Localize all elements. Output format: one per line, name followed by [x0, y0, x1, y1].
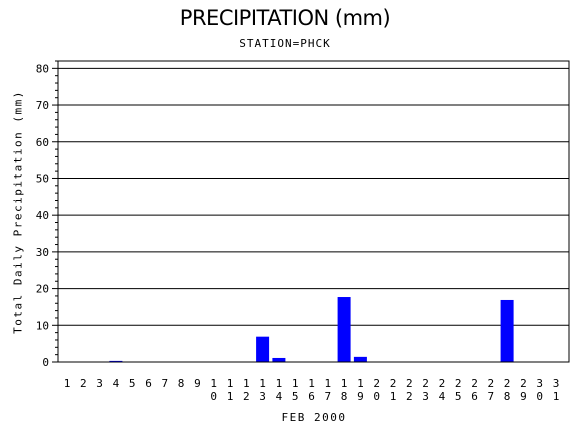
- x-tick-label: 7: [161, 377, 168, 390]
- y-axis-ticks: 0 10 20 30 40 50 60 70 80: [36, 60, 58, 369]
- y-tick-label: 70: [36, 99, 49, 112]
- y-tick-label: 30: [36, 246, 49, 259]
- bar-day-4: [109, 360, 123, 362]
- bar-day-13: [256, 336, 270, 362]
- y-axis-label: Total Daily Precipitation (mm): [11, 90, 25, 334]
- x-tick-label: 2: [80, 377, 87, 390]
- x-axis-ticks: 1 2 3 4 5 6 7 8 9 1 01 11 21 31 41 51 61 71 81 92 02 12 22 32 42…: [64, 377, 560, 403]
- y-tick-label: 40: [36, 209, 49, 222]
- y-tick-label: 10: [36, 319, 49, 332]
- y-tick-label: 80: [36, 62, 49, 75]
- x-tick-label: 4: [113, 377, 120, 390]
- bar-day-18: [337, 297, 351, 362]
- x-axis-label: FEB 2000: [281, 411, 347, 424]
- x-tick-label: 6: [145, 377, 152, 390]
- chart-subtitle: STATION=PHCK: [239, 37, 331, 50]
- y-tick-label: 0: [42, 356, 49, 369]
- x-tick-label: 9: [194, 377, 201, 390]
- y-tick-label: 50: [36, 172, 49, 185]
- bar-day-28: [500, 299, 514, 362]
- chart-title: PRECIPITATION (mm): [179, 6, 391, 30]
- grid-lines: [58, 67, 569, 326]
- x-tick-label: 8: [178, 377, 185, 390]
- plot-frame: [57, 60, 570, 363]
- bar-day-14: [272, 357, 286, 362]
- bar-day-19: [353, 356, 367, 362]
- y-tick-label: 20: [36, 283, 49, 296]
- x-tick-label: 5: [129, 377, 136, 390]
- y-tick-label: 60: [36, 136, 49, 149]
- x-tick-label: 1: [64, 377, 71, 390]
- bars: [109, 297, 514, 362]
- x-tick-label: 3: [96, 377, 103, 390]
